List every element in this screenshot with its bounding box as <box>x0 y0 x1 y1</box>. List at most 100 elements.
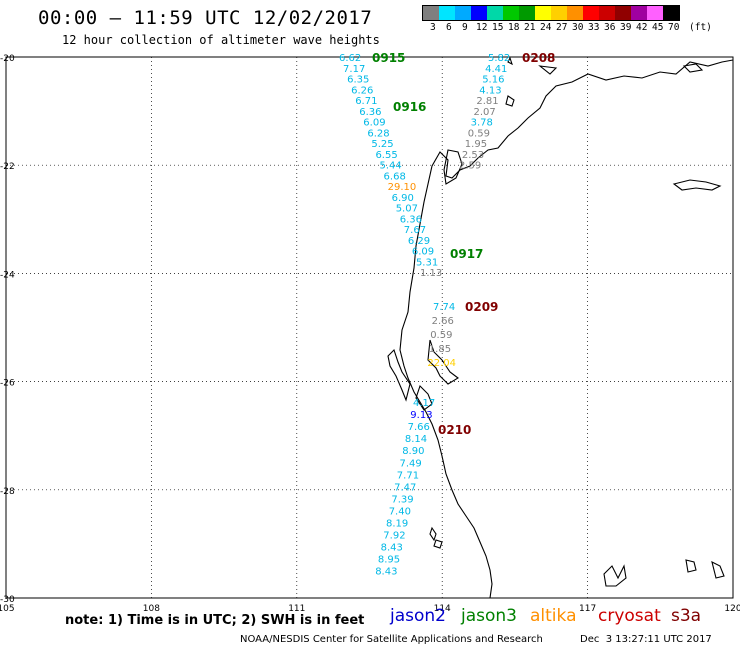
legend-tick-label: 33 <box>588 22 600 33</box>
swh-value: 8.95 <box>378 555 400 566</box>
swh-value: 0.59 <box>430 330 452 341</box>
latitude-label: -30 <box>0 595 15 605</box>
legend-tick-label: 45 <box>652 22 664 33</box>
legend-tick-label: 30 <box>572 22 584 33</box>
swh-value: 7.40 <box>389 506 411 517</box>
swh-value: 22.04 <box>427 358 456 369</box>
swh-value: 6.36 <box>359 107 381 118</box>
legend-swatch <box>599 6 615 20</box>
swh-value: 6.09 <box>412 247 434 258</box>
coastline-segment <box>682 63 704 73</box>
legend-swatch <box>471 6 487 20</box>
legend-swatch <box>487 6 503 20</box>
latitude-label: -26 <box>0 379 15 389</box>
swh-value: 7.47 <box>394 482 416 493</box>
footnote: note: 1) Time is in UTC; 2) SWH is in fe… <box>65 613 365 628</box>
latitude-label: -20 <box>0 54 15 64</box>
legend-tick-label: 15 <box>492 22 504 33</box>
swh-value: 6.71 <box>355 96 377 107</box>
map-frame <box>5 56 734 599</box>
generated-timestamp: Dec 3 13:27:11 UTC 2017 <box>580 634 712 645</box>
swh-value: 8.90 <box>402 446 424 457</box>
swh-value: 5.31 <box>416 257 438 268</box>
longitude-labels: 105 108 111 114 117 120 <box>0 604 740 614</box>
swh-value: 2.07 <box>474 107 496 118</box>
longitude-label: 105 <box>0 604 15 614</box>
legend-tick-label: 3 <box>430 22 436 33</box>
legend-swatch <box>615 6 631 20</box>
swh-value: 9.13 <box>410 410 432 421</box>
track-time-label: 0210 <box>438 423 471 437</box>
swh-value: 7.49 <box>400 458 422 469</box>
legend-swatch <box>663 6 679 20</box>
swh-value: 3.78 <box>471 118 493 129</box>
legend-swatch <box>455 6 471 20</box>
coastline-segment <box>505 95 515 107</box>
legend-tick-label: 36 <box>604 22 616 33</box>
swh-value: 7.74 <box>433 302 455 313</box>
legend-swatch <box>439 6 455 20</box>
latitude-label: -22 <box>0 162 15 172</box>
swh-value: 2.66 <box>432 316 454 327</box>
swh-value: 7.17 <box>343 64 365 75</box>
swh-value: 5.82 <box>488 53 510 64</box>
swh-value: 2.81 <box>476 96 498 107</box>
swh-value: 7.71 <box>397 470 419 481</box>
legend-swatch <box>519 6 535 20</box>
track-time-labels: 0915 0916 0917 0208 0209 0210 <box>372 51 555 437</box>
swh-value: 29.10 <box>388 182 417 193</box>
swh-value: 6.62 <box>339 53 361 64</box>
swh-value: 6.35 <box>347 75 369 86</box>
legend-tick-label: 6 <box>446 22 452 33</box>
track-time-label: 0209 <box>465 300 498 314</box>
swh-value: 8.14 <box>405 434 427 445</box>
color-legend <box>422 5 680 21</box>
page-title: 00:00 — 11:59 UTC 12/02/2017 <box>38 7 373 29</box>
swh-value: 6.36 <box>400 214 422 225</box>
swh-value: 6.55 <box>375 150 397 161</box>
wave-height-values: 6.627.176.356.266.716.366.096.285.256.55… <box>339 53 510 578</box>
swh-value: 6.28 <box>367 128 389 139</box>
legend-tick-label: 27 <box>556 22 568 33</box>
coastline-segment <box>538 65 558 75</box>
coastline-segment <box>603 564 627 587</box>
coastline-segment <box>387 348 411 402</box>
coastline-segment <box>433 539 443 549</box>
track-time-label: 0917 <box>450 247 483 261</box>
coastline-segment <box>399 59 734 599</box>
coastline-segment <box>672 179 722 191</box>
legend-tick-label: 70 <box>668 22 680 33</box>
latitude-label: -28 <box>0 487 15 497</box>
coastline-segment <box>711 560 725 579</box>
satellite-label-jason3: jason3 <box>461 606 517 626</box>
coastline-segment <box>507 56 513 66</box>
swh-value: 1.95 <box>465 139 487 150</box>
legend-tick-label: 24 <box>540 22 552 33</box>
legend-swatch <box>423 6 439 20</box>
legend-tick-label: 39 <box>620 22 632 33</box>
legend-tick-label: 18 <box>508 22 520 33</box>
swh-value: 7.67 <box>404 225 426 236</box>
swh-value: 5.44 <box>380 161 402 172</box>
coastline <box>387 56 734 599</box>
swh-value: 2.53 <box>462 150 484 161</box>
satellite-label-jason2: jason2 <box>390 606 446 626</box>
legend-swatch <box>567 6 583 20</box>
coastline-segment <box>415 384 433 411</box>
latitude-labels: -20 -22 -24 -26 -28 -30 <box>0 54 15 605</box>
swh-value: 6.90 <box>392 193 414 204</box>
credit-line: NOAA/NESDIS Center for Satellite Applica… <box>240 634 543 645</box>
swh-value: 6.26 <box>351 85 373 96</box>
legend-tick-label: 42 <box>636 22 648 33</box>
swh-value: 8.43 <box>381 543 403 554</box>
swh-value: 8.43 <box>375 567 397 578</box>
track-time-label: 0916 <box>393 100 426 114</box>
track-time-label: 0208 <box>522 51 555 65</box>
longitude-label: 114 <box>434 604 451 614</box>
legend-swatch <box>551 6 567 20</box>
longitude-label: 117 <box>579 604 596 614</box>
swh-value: 1.85 <box>429 344 451 355</box>
legend-unit: (ft) <box>689 22 712 33</box>
swh-value: 7.92 <box>383 531 405 542</box>
